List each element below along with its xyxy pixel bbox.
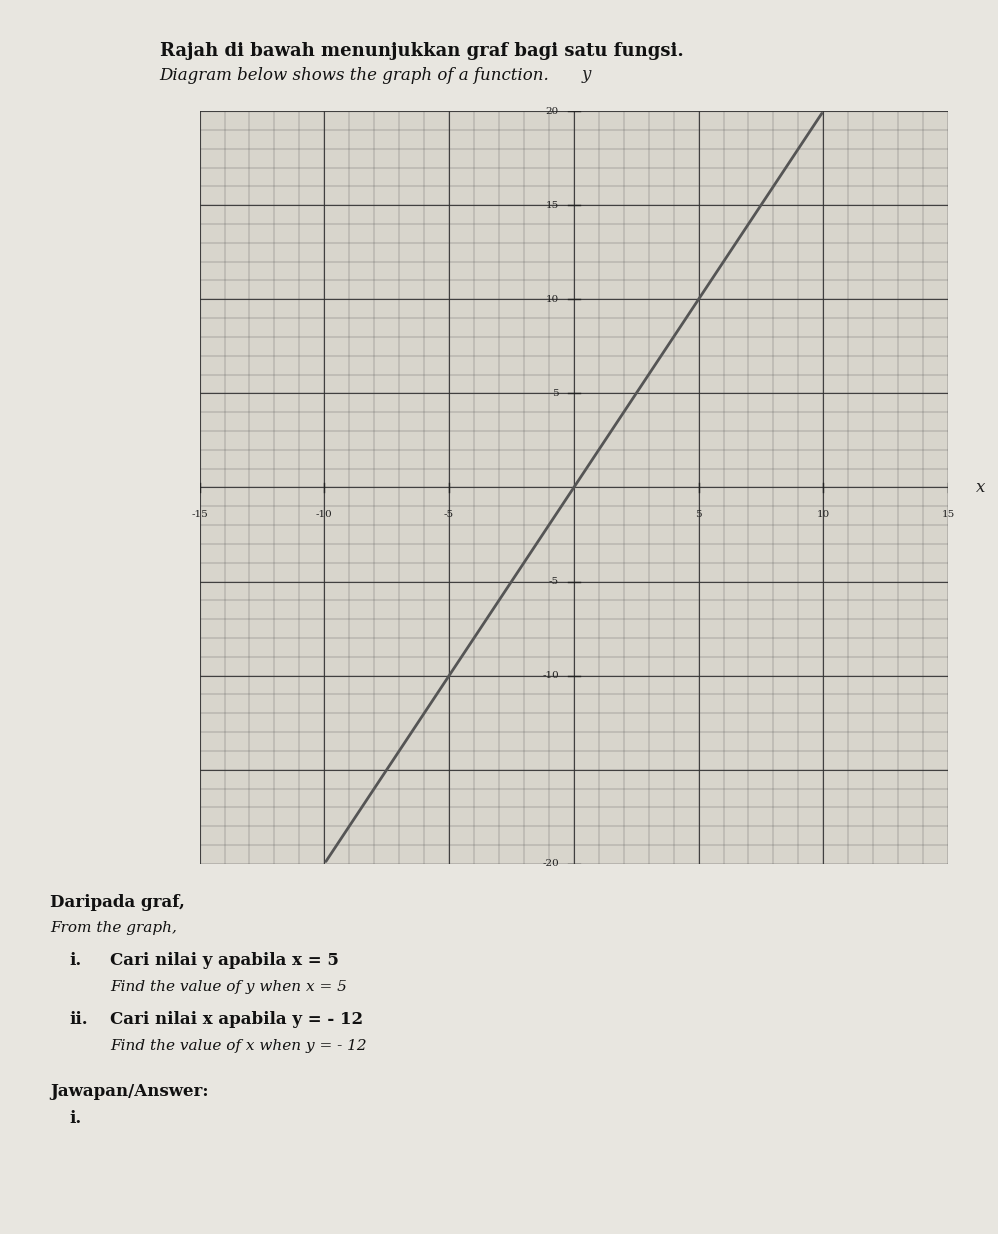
Text: ii.: ii. (70, 1011, 89, 1028)
Text: i.: i. (70, 1109, 82, 1127)
Text: Find the value of y when x = 5: Find the value of y when x = 5 (110, 980, 346, 993)
Text: -10: -10 (316, 510, 332, 520)
Text: From the graph,: From the graph, (50, 921, 177, 934)
Text: -5: -5 (444, 510, 454, 520)
Text: -20: -20 (542, 859, 559, 869)
Text: i.: i. (70, 951, 82, 969)
Text: 10: 10 (546, 295, 559, 304)
Text: -15: -15 (192, 510, 208, 520)
Text: Rajah di bawah menunjukkan graf bagi satu fungsi.: Rajah di bawah menunjukkan graf bagi sat… (160, 42, 684, 59)
Text: 15: 15 (941, 510, 955, 520)
Text: 5: 5 (552, 389, 559, 397)
Text: Cari nilai x apabila y = - 12: Cari nilai x apabila y = - 12 (110, 1011, 363, 1028)
Text: -10: -10 (542, 671, 559, 680)
Text: 5: 5 (696, 510, 702, 520)
Text: 10: 10 (816, 510, 830, 520)
Text: Jawapan/Answer:: Jawapan/Answer: (50, 1082, 209, 1099)
Text: x: x (975, 479, 985, 496)
Text: Cari nilai y apabila x = 5: Cari nilai y apabila x = 5 (110, 951, 338, 969)
Text: 15: 15 (546, 201, 559, 210)
Text: Diagram below shows the graph of a function.: Diagram below shows the graph of a funct… (160, 67, 550, 84)
Text: -5: -5 (549, 578, 559, 586)
Text: Find the value of x when y = - 12: Find the value of x when y = - 12 (110, 1039, 366, 1053)
Text: y: y (582, 65, 591, 83)
Text: Daripada graf,: Daripada graf, (50, 893, 185, 911)
Text: 20: 20 (546, 106, 559, 116)
